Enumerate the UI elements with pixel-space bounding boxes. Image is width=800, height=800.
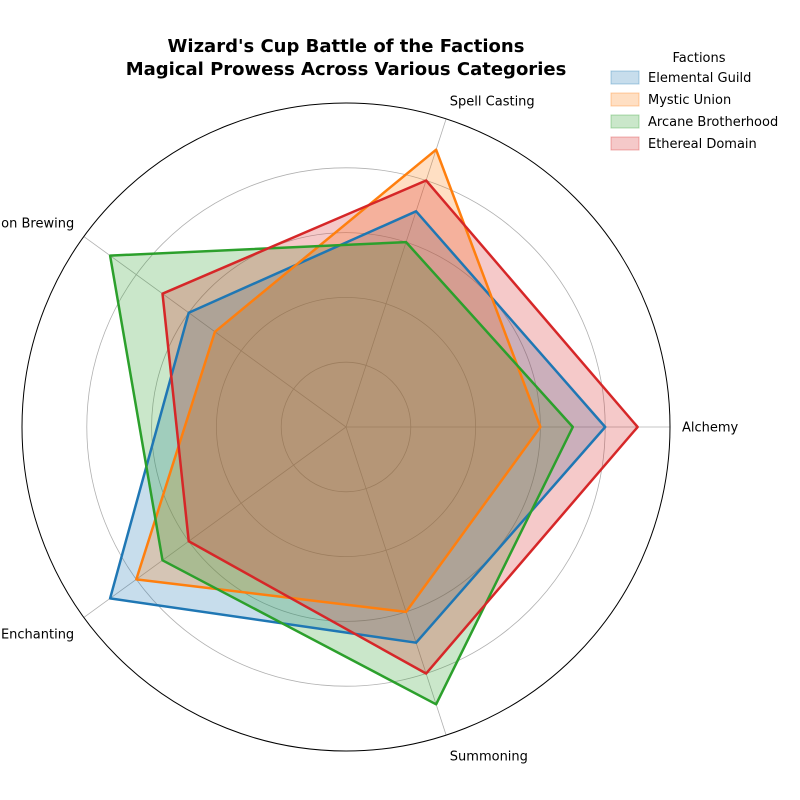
spoke-2 [345, 118, 447, 428]
chart-title: Wizard's Cup Battle of the Factions [168, 36, 525, 57]
outer-frame [21, 102, 671, 752]
series-area-2 [136, 149, 541, 612]
legend-label-1: Elemental Guild [648, 71, 751, 86]
category-label-summoning: Summoning [450, 750, 528, 765]
series-area-3 [110, 242, 573, 705]
spoke-5 [345, 426, 447, 736]
series-line-1 [108, 210, 607, 644]
series-line-3 [108, 240, 575, 706]
chart-subtitle: Magical Prowess Across Various Categorie… [126, 59, 567, 80]
series-line-4 [161, 179, 639, 675]
category-label-spell-casting: Spell Casting [450, 94, 535, 109]
spoke-4 [83, 426, 347, 618]
series-area-4 [162, 180, 638, 674]
legend-label-2: Mystic Union [648, 93, 731, 108]
legend-title: Factions [672, 51, 725, 66]
legend[interactable]: Factions Elemental Guild Mystic Union Arca… [610, 51, 778, 152]
category-label-potion-brewing: Potion Brewing [0, 217, 74, 232]
legend-label-4: Ethereal Domain [648, 137, 757, 152]
legend-label-3: Arcane Brotherhood [648, 115, 778, 130]
legend-swatch-1 [610, 70, 640, 85]
category-labels: Alchemy Spell Casting Potion Brewing Enchan… [0, 94, 739, 764]
category-label-alchemy: Alchemy [682, 421, 739, 436]
series-layer [108, 148, 639, 706]
legend-swatch-4 [610, 136, 640, 151]
series-line-2 [135, 148, 542, 614]
series-area-1 [110, 211, 606, 643]
legend-swatch-3 [610, 114, 640, 129]
category-label-enchanting: Enchanting [1, 628, 74, 643]
legend-swatch-2 [610, 92, 640, 107]
